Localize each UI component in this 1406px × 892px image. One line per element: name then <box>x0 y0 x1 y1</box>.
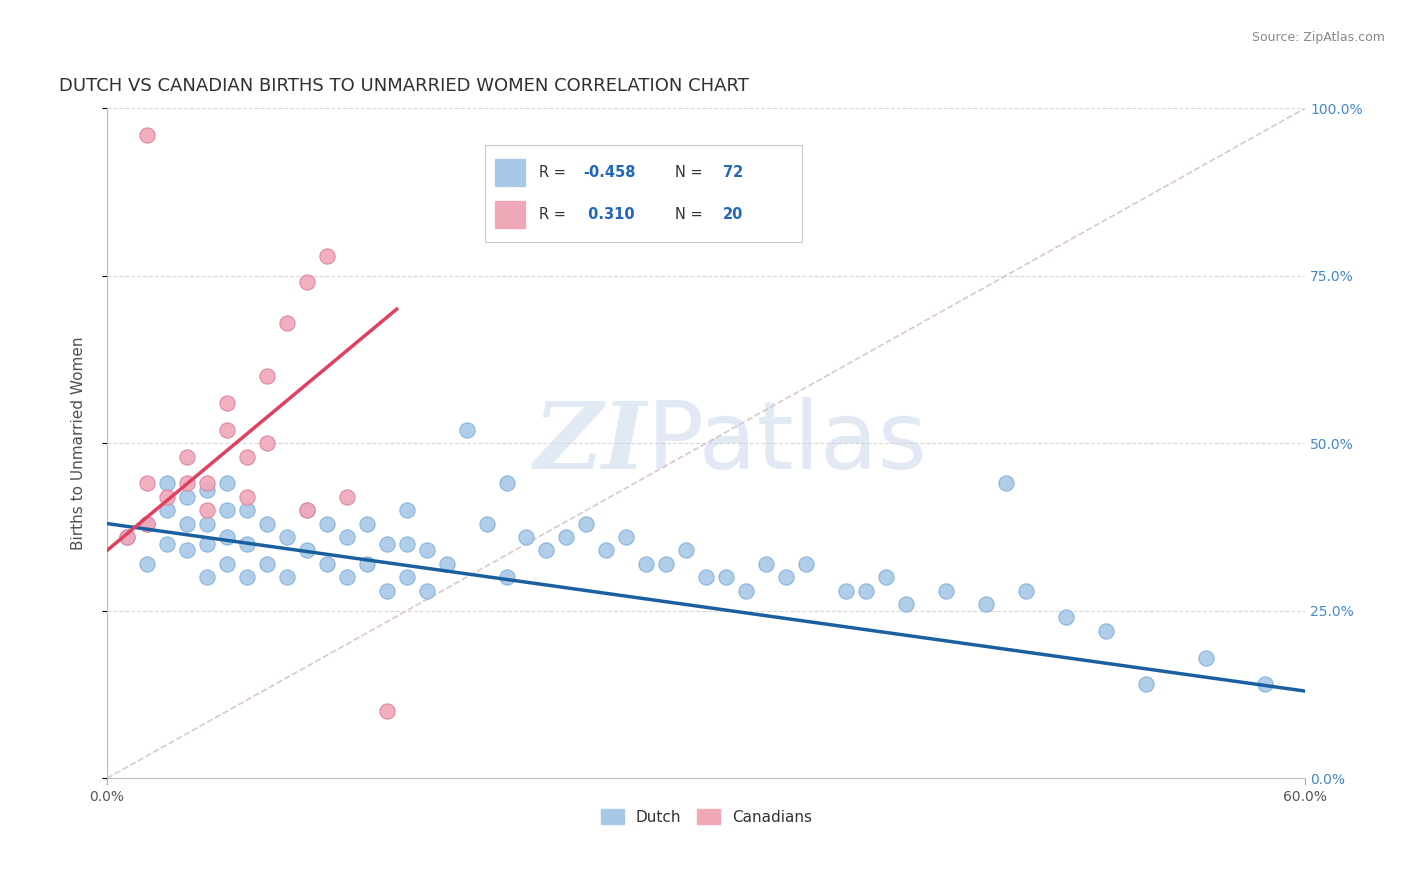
Legend: Dutch, Canadians: Dutch, Canadians <box>595 803 818 830</box>
Point <box>156 537 179 551</box>
Point <box>1015 583 1038 598</box>
Point <box>735 583 758 598</box>
Point <box>356 516 378 531</box>
Point <box>276 530 298 544</box>
Point <box>136 476 159 491</box>
Point <box>1054 610 1077 624</box>
Point <box>1194 650 1216 665</box>
Point <box>475 516 498 531</box>
Point <box>156 503 179 517</box>
Point <box>136 128 159 142</box>
Point <box>195 503 218 517</box>
Point <box>375 583 398 598</box>
Point <box>375 704 398 718</box>
Point <box>295 543 318 558</box>
Point <box>236 503 259 517</box>
Point <box>395 503 418 517</box>
Point <box>176 516 198 531</box>
Text: DUTCH VS CANADIAN BIRTHS TO UNMARRIED WOMEN CORRELATION CHART: DUTCH VS CANADIAN BIRTHS TO UNMARRIED WO… <box>59 78 749 95</box>
Point <box>195 537 218 551</box>
Point <box>115 530 138 544</box>
Point <box>256 557 278 571</box>
Point <box>195 570 218 584</box>
Point <box>215 396 238 410</box>
Point <box>315 248 337 262</box>
Point <box>515 530 537 544</box>
Point <box>1135 677 1157 691</box>
Point <box>256 516 278 531</box>
Point <box>894 597 917 611</box>
Point <box>176 543 198 558</box>
Point <box>215 530 238 544</box>
Point <box>855 583 877 598</box>
Point <box>415 583 437 598</box>
Point <box>176 476 198 491</box>
Point <box>536 543 558 558</box>
Point <box>195 483 218 497</box>
Point <box>176 450 198 464</box>
Point <box>835 583 858 598</box>
Point <box>575 516 598 531</box>
Point <box>295 503 318 517</box>
Point <box>236 570 259 584</box>
Point <box>495 570 517 584</box>
Point <box>375 537 398 551</box>
Point <box>395 570 418 584</box>
Point <box>336 530 359 544</box>
Point <box>156 490 179 504</box>
Point <box>935 583 957 598</box>
Point <box>215 557 238 571</box>
Point <box>415 543 437 558</box>
Point <box>655 557 678 571</box>
Point <box>115 530 138 544</box>
Point <box>215 476 238 491</box>
Point <box>236 450 259 464</box>
Point <box>595 543 617 558</box>
Point <box>195 516 218 531</box>
Point <box>136 516 159 531</box>
Point <box>974 597 997 611</box>
Point <box>395 537 418 551</box>
Point <box>994 476 1017 491</box>
Point <box>456 423 478 437</box>
Point <box>276 316 298 330</box>
Point <box>336 570 359 584</box>
Text: Source: ZipAtlas.com: Source: ZipAtlas.com <box>1251 31 1385 45</box>
Point <box>295 276 318 290</box>
Point <box>1094 624 1116 638</box>
Point <box>176 490 198 504</box>
Point <box>136 516 159 531</box>
Point <box>436 557 458 571</box>
Point <box>195 476 218 491</box>
Point <box>875 570 897 584</box>
Point <box>215 423 238 437</box>
Text: ZI: ZI <box>533 398 647 488</box>
Point <box>236 537 259 551</box>
Point <box>716 570 738 584</box>
Point <box>794 557 817 571</box>
Point <box>1254 677 1277 691</box>
Point <box>775 570 797 584</box>
Point <box>276 570 298 584</box>
Point <box>315 516 337 531</box>
Point <box>236 490 259 504</box>
Point <box>675 543 697 558</box>
Point <box>695 570 717 584</box>
Point <box>156 476 179 491</box>
Point <box>256 369 278 384</box>
Point <box>555 530 578 544</box>
Point <box>315 557 337 571</box>
Point <box>136 557 159 571</box>
Point <box>295 503 318 517</box>
Point <box>256 436 278 450</box>
Point <box>755 557 778 571</box>
Point <box>215 503 238 517</box>
Text: Patlas: Patlas <box>647 397 928 489</box>
Point <box>636 557 658 571</box>
Point <box>614 530 637 544</box>
Point <box>356 557 378 571</box>
Point <box>336 490 359 504</box>
Y-axis label: Births to Unmarried Women: Births to Unmarried Women <box>72 336 86 549</box>
Point <box>495 476 517 491</box>
